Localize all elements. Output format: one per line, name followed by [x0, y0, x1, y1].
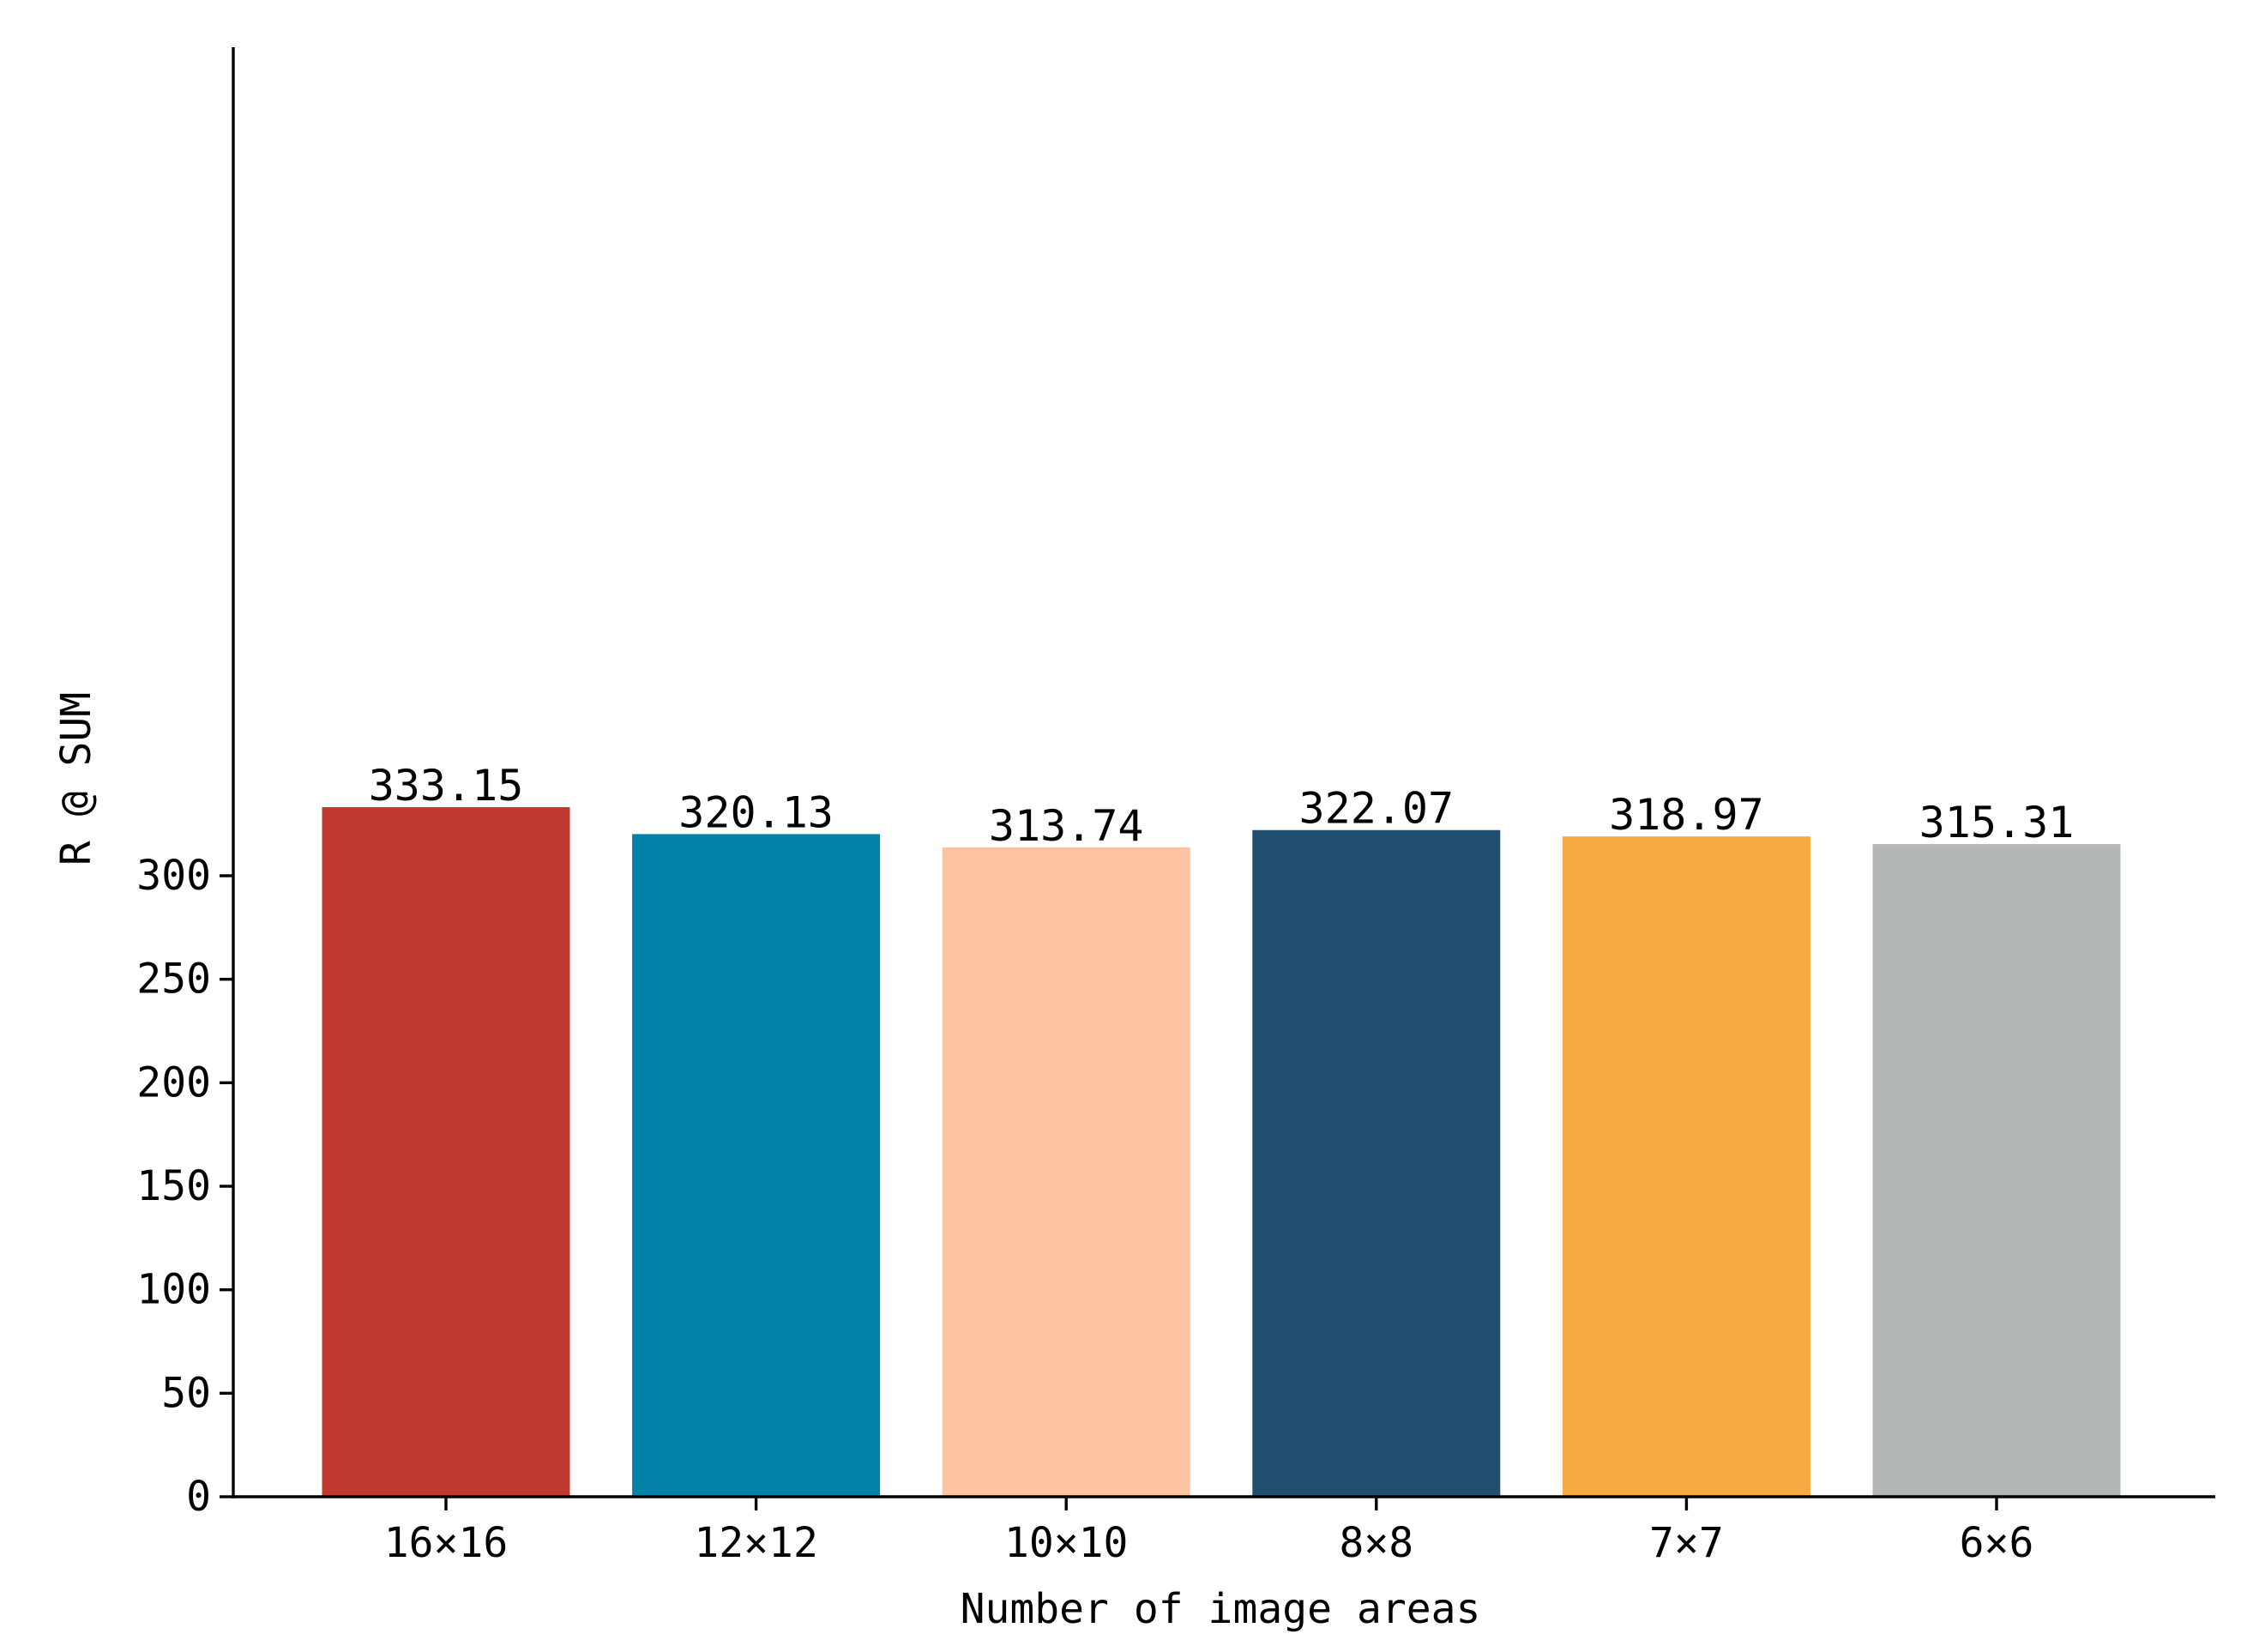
y-tick-label-0: 0: [186, 1473, 211, 1521]
y-tick-label-300: 300: [136, 852, 211, 900]
data-label-5: 318.97: [1609, 790, 1764, 840]
y-tick-label-250: 250: [136, 956, 211, 1004]
bar-4: [1252, 829, 1501, 1497]
x-tick-label-6: 6×6: [1960, 1519, 2034, 1567]
x-tick-label-3: 10×10: [1004, 1519, 1129, 1567]
y-tick-label-200: 200: [136, 1058, 211, 1106]
x-tick-label-5: 7×7: [1649, 1519, 1724, 1567]
data-labels-group: 333.15 320.13 313.74 322.07 318.97 315.31: [369, 761, 2075, 851]
y-tick-label-100: 100: [136, 1266, 211, 1314]
data-label-6: 315.31: [1919, 798, 2075, 847]
data-label-1: 333.15: [369, 761, 524, 811]
bar-5: [1562, 836, 1810, 1497]
data-label-3: 313.74: [989, 801, 1144, 851]
x-tick-label-4: 8×8: [1339, 1519, 1413, 1567]
bar-2: [632, 834, 881, 1497]
data-label-2: 320.13: [678, 787, 834, 837]
data-label-4: 322.07: [1298, 784, 1454, 834]
bar-6: [1872, 844, 2121, 1497]
y-tick-label-50: 50: [161, 1369, 211, 1417]
x-tick-label-2: 12×12: [694, 1519, 818, 1567]
bars-group: [322, 807, 2121, 1497]
bar-3: [942, 847, 1190, 1497]
y-tick-label-150: 150: [136, 1162, 211, 1210]
y-axis-title: R @ SUM: [52, 692, 100, 865]
y-axis: 0 50 100 150 200 250 300: [136, 47, 235, 1521]
x-axis-title: Number of image areas: [961, 1585, 1481, 1633]
x-tick-label-1: 16×16: [384, 1519, 509, 1567]
bar-1: [322, 807, 570, 1497]
x-axis: 16×16 12×12 10×10 8×8 7×7 6×6: [232, 1495, 2215, 1567]
